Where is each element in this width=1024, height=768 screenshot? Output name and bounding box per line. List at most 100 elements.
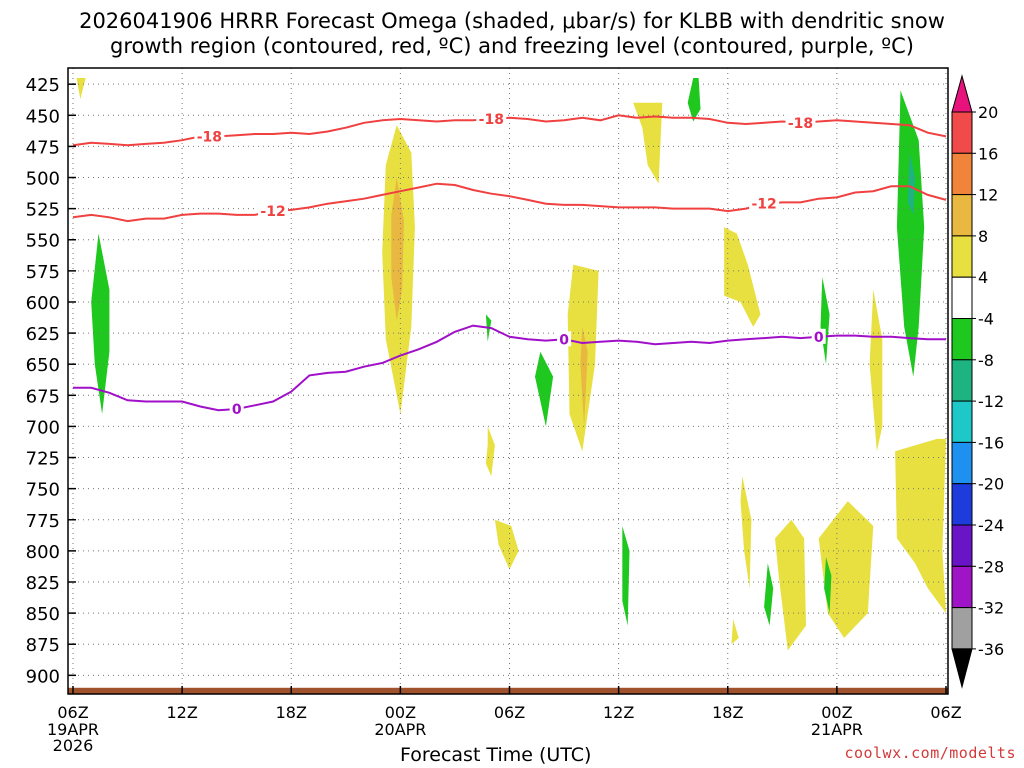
omega-shading [76,78,946,651]
y-tick-label-650: 650 [26,355,60,376]
y-tick-label-500: 500 [26,169,60,190]
colorbar-label-6: -8 [978,351,994,370]
omega-region-17 [535,351,554,427]
colorbar-swatch-8 [951,400,973,443]
contour-label-bg-2-2 [811,328,826,344]
omega-region-13 [869,289,883,452]
omega-region-8 [724,227,761,327]
y-axis: 425 450 475 500 525 550 575 600 625 650 675 700 725 7… [26,75,76,687]
colorbar-label-4: 4 [978,268,988,287]
contour-label-bg-0-2 [785,114,816,130]
colorbar-label-3: 8 [978,227,988,246]
y-tick-label-600: 600 [26,293,60,314]
contour-label--18: -18 [479,112,504,128]
colorbar-label-12: -32 [978,599,1004,618]
contour--12 [72,182,947,223]
omega-region-15 [91,233,110,414]
colorbar-swatch-9 [951,441,973,485]
contour-label-0: 0 [559,332,569,348]
terrain-strip [68,687,948,694]
colorbar-swatch-10 [951,483,973,526]
contour-label-bg-2-1 [557,331,572,347]
omega-region-14 [895,438,946,614]
colorbar-label-0: 20 [978,103,998,122]
y-tick-label-800: 800 [26,542,60,563]
x-tick-sublabel-42-0: 21APR [811,720,863,739]
contour-label--12: -12 [751,197,776,213]
x-tick-sublabel-0-0: 19APR [47,720,99,739]
y-tick-label-475: 475 [26,137,60,158]
colorbar-label-2: 12 [978,186,998,205]
omega-region-0 [76,78,86,100]
colorbar-label-1: 16 [978,144,998,163]
omega-region-19 [687,78,701,122]
colorbar-swatch-13 [951,607,973,650]
omega-region-22 [824,557,832,614]
chart-title-line-2: growth region (contoured, red, ºC) and f… [110,34,914,58]
y-tick-label-675: 675 [26,386,60,407]
colorbar-swatch-12 [951,565,973,609]
contour-label-bg-0-0 [194,128,225,144]
x-axis-title: Forecast Time (UTC) [400,744,592,766]
x-tick-label-18: 00Z [385,703,416,722]
contour-label-0: 0 [814,330,824,346]
omega-region-21 [820,277,830,365]
colorbar-swatch-3 [951,194,973,237]
colorbar-swatch-4 [951,235,973,278]
colorbar-swatch-1 [951,111,973,154]
omega-region-7 [633,102,663,184]
colorbar-legend: 20 16 12 8 4 -4 -8 -12 -16 -20 -24 -28 -32 -36 [951,74,1004,689]
colorbar-label-11: -28 [978,557,1004,576]
omega-region-18 [622,526,630,626]
y-tick-label-525: 525 [26,200,60,221]
grid-lines [68,68,948,694]
contour-label-0: 0 [232,402,242,418]
omega-region-5 [580,326,588,427]
terrain-fill [68,687,948,694]
y-tick-label-550: 550 [26,231,60,252]
contour-label--12: -12 [260,204,285,220]
x-tick-label-24: 06Z [494,703,525,722]
contour-label--18: -18 [197,129,222,145]
x-tick-label-0: 06Z [57,703,88,722]
y-tick-label-775: 775 [26,511,60,532]
x-tick-label-30: 12Z [603,703,634,722]
omega-region-11 [775,519,806,651]
chart-title-line-1: 2026041906 HRRR Forecast Omega (shaded, … [79,9,945,33]
omega-region-20 [764,563,774,626]
colorbar-label-7: -12 [978,392,1004,411]
x-tick-label-6: 12Z [166,703,197,722]
x-tick-label-48: 06Z [930,703,961,722]
y-tick-label-825: 825 [26,573,60,594]
x-tick-label-36: 18Z [712,703,743,722]
colorbar-label-10: -24 [978,516,1004,535]
colorbar-label-8: -16 [978,433,1004,452]
omega-region-24 [907,152,916,215]
y-tick-label-575: 575 [26,262,60,283]
omega-region-9 [740,476,752,589]
y-tick-label-750: 750 [26,480,60,501]
y-tick-label-900: 900 [26,666,60,687]
x-tick-sublabel-18-0: 20APR [374,720,426,739]
y-tick-label-850: 850 [26,604,60,625]
contour-label-bg-0-1 [476,111,507,127]
colorbar-swatch-6 [951,318,973,361]
contour-label-bg-1-1 [749,195,780,211]
colorbar-top-arrow [951,74,973,113]
contour-label--18: -18 [788,116,813,132]
contour-label-bg-2-0 [229,401,244,417]
contour-lines: -18 -18 -18 -12 -12 0 0 0 [72,111,947,418]
colorbar-bottom-arrow [951,648,973,689]
x-tick-sublabel-0-1: 2026 [53,736,94,755]
y-tick-label-725: 725 [26,449,60,470]
x-tick-label-42: 00Z [821,703,852,722]
colorbar-label-13: -36 [978,640,1004,659]
plot-frame [67,67,949,695]
omega-region-6 [494,519,519,570]
colorbar-swatch-7 [951,359,973,402]
omega-region-23 [896,90,925,377]
omega-region-12 [818,501,874,638]
colorbar-label-5: -4 [978,310,994,329]
